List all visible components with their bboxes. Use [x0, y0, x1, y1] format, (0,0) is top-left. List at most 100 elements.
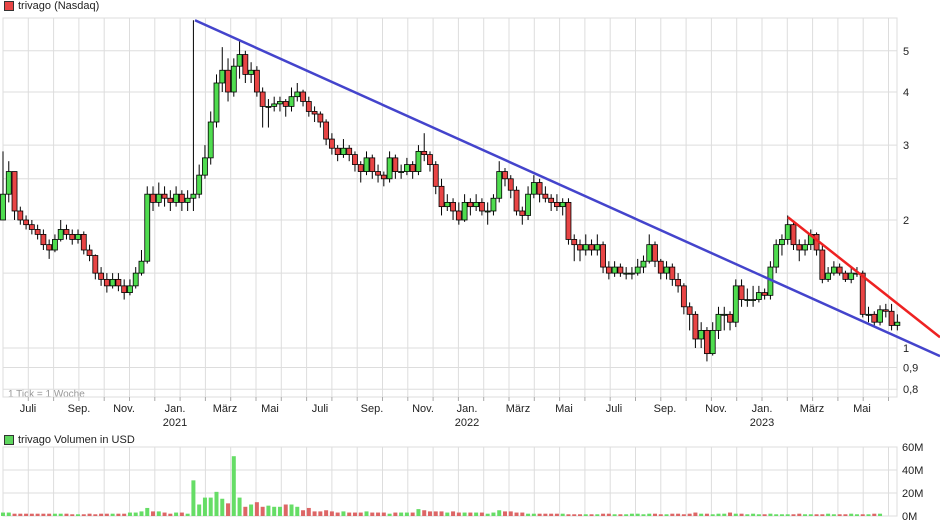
- volume-bar: [826, 513, 831, 516]
- volume-bar: [462, 512, 467, 516]
- volume-bar: [6, 512, 11, 516]
- candle-body: [704, 329, 710, 355]
- candle-body: [698, 329, 705, 340]
- candle-body: [438, 185, 445, 208]
- candle-body: [69, 233, 76, 240]
- candle-body: [565, 201, 572, 240]
- candle-body: [294, 91, 301, 98]
- x-year-label: 2023: [750, 417, 774, 429]
- volume-bar: [837, 514, 842, 516]
- volume-bar: [174, 512, 179, 516]
- x-year-label: 2021: [163, 417, 187, 429]
- volume-bar: [474, 512, 479, 516]
- x-tick-label: Nov.: [705, 403, 727, 415]
- volume-bar: [745, 514, 750, 516]
- volume-bar: [803, 514, 808, 516]
- candle-body: [525, 193, 531, 216]
- candle-body: [530, 182, 537, 195]
- volume-bar: [18, 513, 23, 516]
- candle-body: [779, 239, 785, 246]
- volume-bar: [854, 514, 859, 516]
- volume-bar: [99, 513, 104, 516]
- volume-bar: [24, 513, 29, 516]
- volume-bar: [820, 514, 825, 516]
- candle-body: [577, 244, 583, 251]
- candle-body: [519, 210, 526, 216]
- x-tick-label: Sep.: [68, 403, 91, 415]
- candle-body: [282, 101, 289, 107]
- volume-bar: [410, 512, 415, 516]
- volume-bar: [335, 512, 340, 516]
- candle-body: [398, 171, 405, 173]
- x-tick-label: Jan.: [457, 403, 478, 415]
- candle-body: [311, 111, 318, 115]
- volume-bar: [289, 504, 294, 516]
- candle-body: [80, 233, 87, 251]
- x-tick-label: Jan.: [752, 403, 773, 415]
- candle-body: [328, 138, 335, 149]
- candle-body: [444, 201, 451, 208]
- volume-bar: [589, 514, 594, 516]
- volume-bar: [491, 512, 496, 516]
- x-tick-label: Mai: [555, 403, 573, 415]
- volume-bar: [716, 513, 721, 516]
- volume-bar: [191, 480, 196, 516]
- volume-bar: [47, 513, 52, 516]
- candle-body: [213, 82, 220, 123]
- volume-bar: [502, 511, 507, 516]
- candle-body: [554, 201, 560, 208]
- candle-body: [132, 272, 139, 287]
- candle-body: [167, 197, 174, 203]
- candle-body: [340, 147, 347, 155]
- volume-bar: [29, 513, 34, 516]
- volume-bar: [595, 514, 600, 516]
- candle-body: [75, 233, 81, 240]
- volume-bar: [629, 513, 634, 516]
- candle-body: [825, 272, 832, 280]
- volume-bar: [237, 497, 242, 516]
- candle-body: [380, 174, 387, 180]
- candle-body: [109, 278, 116, 287]
- x-tick-label: März: [213, 403, 237, 415]
- volume-bar: [520, 512, 525, 516]
- volume-bar: [214, 491, 219, 516]
- candle-body: [888, 310, 895, 326]
- volume-bar: [722, 513, 727, 516]
- volume-bar: [306, 507, 311, 516]
- volume-bar: [185, 513, 190, 516]
- volume-bar: [872, 513, 877, 516]
- candle-body: [490, 197, 497, 212]
- candle-body: [686, 306, 693, 315]
- volume-bar: [676, 513, 681, 516]
- candle-body: [790, 224, 797, 246]
- volume-bar: [485, 513, 490, 516]
- volume-y-tick-label: 60M: [902, 442, 923, 454]
- candle-body: [144, 193, 151, 262]
- candle-body: [738, 285, 745, 300]
- volume-bar: [104, 513, 109, 516]
- volume-bar: [329, 511, 334, 516]
- volume-bar: [277, 506, 282, 516]
- volume-bar: [87, 513, 92, 516]
- x-year-label: 2022: [455, 417, 479, 429]
- y-tick-label: 0,8: [903, 384, 918, 396]
- y-tick-label: 5: [903, 46, 909, 58]
- candle-body: [265, 105, 272, 108]
- candle-body: [11, 171, 18, 212]
- candle-body: [357, 164, 364, 172]
- candle-body: [40, 233, 47, 246]
- candle-body: [629, 272, 635, 275]
- volume-bar: [220, 498, 225, 516]
- candle-body: [334, 147, 341, 155]
- volume-y-tick-label: 0M: [902, 511, 917, 523]
- candle-body: [894, 321, 901, 326]
- candle-body: [709, 329, 716, 355]
- candle-body: [432, 164, 439, 187]
- candle-body: [773, 244, 780, 268]
- volume-bar: [439, 511, 444, 516]
- volume-bar: [231, 456, 236, 516]
- candle-body: [877, 309, 883, 323]
- volume-bar: [254, 502, 259, 516]
- y-tick-label: 3: [903, 140, 909, 152]
